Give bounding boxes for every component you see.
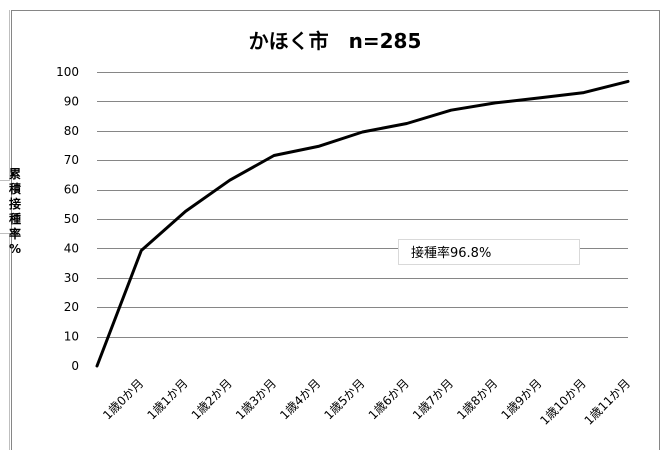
y-axis-label-char: 接	[9, 196, 21, 211]
grid-lines	[97, 72, 628, 338]
x-tick-label: 1歳6か月	[366, 376, 412, 422]
chart-frame	[11, 10, 660, 450]
y-axis-label-char: 累	[9, 167, 21, 181]
y-axis-label-char: 種	[9, 211, 21, 226]
annotation-box	[398, 239, 580, 265]
x-tick-label: 1歳11か月	[582, 376, 634, 428]
annotation-label: 接種率96.8%	[411, 245, 491, 261]
x-tick-label: 1歳9か月	[498, 376, 544, 422]
y-axis-label-char: %	[9, 242, 21, 256]
y-tick-label: 60	[64, 183, 79, 197]
x-tick-label: 1歳2か月	[189, 376, 235, 422]
y-axis-label-char: 率	[9, 226, 21, 241]
x-tick-label: 1歳4か月	[277, 376, 323, 422]
y-tick-label: 10	[64, 330, 79, 344]
y-tick-label: 30	[64, 271, 79, 285]
y-axis-label-char: 積	[8, 181, 22, 196]
y-tick-labels: 0 10 20 30 40 50 60 70 80 90 100	[56, 65, 79, 373]
y-tick-label: 50	[64, 212, 79, 226]
x-tick-label: 1歳7か月	[410, 376, 456, 422]
x-tick-label: 1歳1か月	[144, 376, 190, 422]
chart-title: かほく市 n=285	[249, 29, 422, 53]
y-tick-label: 100	[56, 65, 79, 79]
y-tick-label: 90	[64, 94, 79, 108]
x-tick-label: 1歳3か月	[233, 376, 279, 422]
y-tick-label: 40	[64, 241, 79, 255]
y-tick-label: 80	[64, 124, 79, 138]
x-tick-label: 1歳0か月	[100, 376, 146, 422]
y-tick-label: 70	[64, 153, 79, 167]
y-tick-label: 0	[71, 359, 79, 373]
x-tick-label: 1歳10か月	[537, 376, 589, 428]
x-tick-label: 1歳8か月	[454, 376, 500, 422]
series-cumulative-rate	[95, 79, 630, 368]
x-tick-labels: 1歳0か月1歳1か月1歳2か月1歳3か月1歳4か月1歳5か月1歳6か月1歳7か月…	[100, 376, 633, 428]
x-tick-label: 1歳5か月	[321, 376, 367, 422]
y-tick-label: 20	[64, 300, 79, 314]
series-line	[95, 79, 630, 368]
